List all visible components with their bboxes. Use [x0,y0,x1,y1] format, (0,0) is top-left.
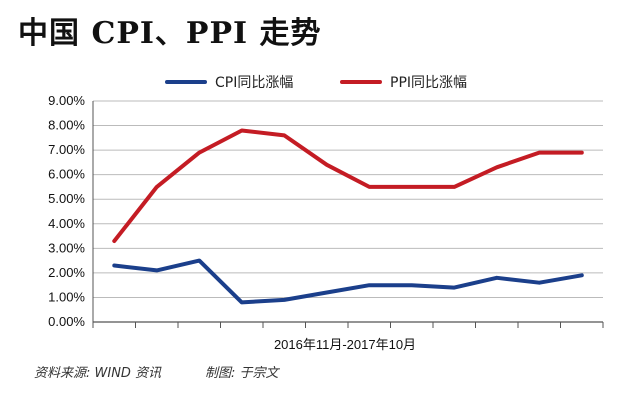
y-tick-label: 2.00% [48,265,85,280]
source-note: 资料来源: WIND 资讯 [34,362,161,381]
series-line-cpi [114,261,582,303]
y-tick-label: 6.00% [48,167,85,182]
y-tick-label: 5.00% [48,191,85,206]
y-tick-label: 4.00% [48,216,85,231]
series-layer [114,131,582,303]
series-line-ppi [114,131,582,242]
y-tick-label: 3.00% [48,240,85,255]
y-tick-label: 8.00% [48,118,85,133]
y-tick-label: 1.00% [48,289,85,304]
x-axis-label: 2016年11月-2017年10月 [274,337,416,352]
author-note: 制图: 于宗文 [205,362,279,381]
y-tick-label: 7.00% [48,142,85,157]
y-tick-label: 9.00% [48,93,85,108]
y-tick-label: 0.00% [48,314,85,329]
